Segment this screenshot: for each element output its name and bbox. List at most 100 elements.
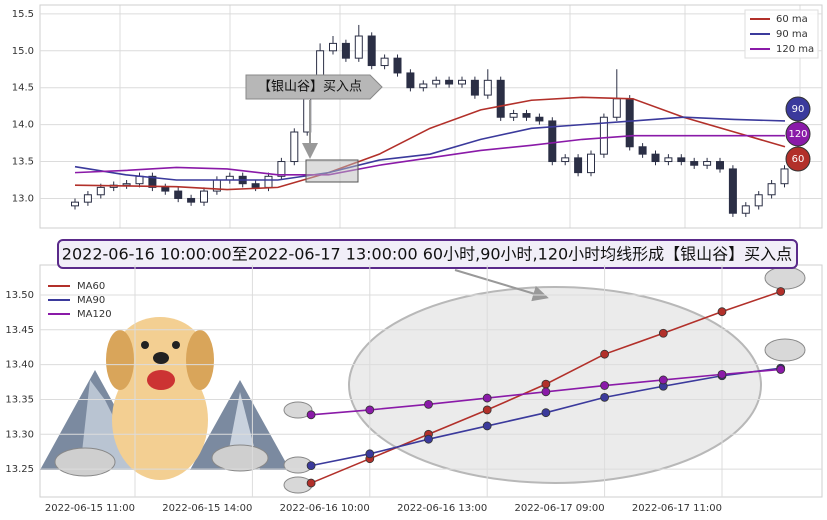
candle-body xyxy=(406,72,415,89)
x-tick-label: 2022-06-15 14:00 xyxy=(162,503,252,514)
y-tick-label: 14.5 xyxy=(12,83,34,94)
legend-label: MA60 xyxy=(77,281,105,292)
candle-body xyxy=(625,98,634,148)
candle-body xyxy=(200,190,208,203)
y-tick-label: 13.35 xyxy=(5,394,34,405)
point xyxy=(600,349,609,359)
point xyxy=(717,369,727,379)
legend-label: 90 ma xyxy=(776,29,808,40)
candle-body xyxy=(780,168,789,185)
y-tick-label: 14.0 xyxy=(12,120,34,131)
candle-body xyxy=(264,175,273,188)
candle-body xyxy=(458,79,466,85)
candle-body xyxy=(96,186,105,196)
end-badge-label: 90 xyxy=(792,104,805,115)
y-tick-label: 13.5 xyxy=(12,157,34,168)
point xyxy=(482,421,492,431)
y-tick-label: 13.50 xyxy=(5,290,34,301)
candle-body xyxy=(677,157,686,163)
ma-line xyxy=(74,96,786,191)
candle-body xyxy=(703,161,712,166)
candle-body xyxy=(587,153,595,174)
candle-body xyxy=(535,116,544,122)
point xyxy=(717,307,727,317)
end-badge-label: 60 xyxy=(792,154,805,165)
candle-body xyxy=(251,183,260,188)
point xyxy=(658,375,668,385)
candle-body xyxy=(690,161,699,166)
candle-body xyxy=(612,98,621,118)
candle-body xyxy=(445,79,454,85)
point xyxy=(482,393,492,403)
x-tick-label: 2022-06-17 11:00 xyxy=(632,503,722,514)
decor-dog xyxy=(106,317,214,480)
candle-body xyxy=(651,153,660,163)
point xyxy=(306,410,316,420)
end-badge xyxy=(785,96,811,122)
annotation-text: 【银山谷】买入点 xyxy=(258,80,362,95)
candle-body xyxy=(574,157,583,174)
y-tick-label: 15.0 xyxy=(12,46,34,57)
candle-body xyxy=(354,35,363,59)
top-plot-frame xyxy=(39,4,823,229)
x-tick-label: 2022-06-16 13:00 xyxy=(397,503,487,514)
legend: MA60 MA90 MA120 xyxy=(48,281,112,320)
point xyxy=(306,461,316,471)
candle-body xyxy=(148,175,157,188)
y-tick-label: 13.0 xyxy=(12,193,34,204)
point xyxy=(365,405,375,415)
point xyxy=(541,408,551,418)
candle-body xyxy=(548,120,557,163)
candle-body xyxy=(728,168,737,214)
candle-body xyxy=(367,35,376,67)
end-badge xyxy=(785,146,811,172)
legend: 60 ma 90 ma 120 ma xyxy=(744,9,819,59)
legend-label: 120 ma xyxy=(776,44,814,55)
candle-body xyxy=(135,175,144,185)
point xyxy=(482,405,492,415)
candle-body xyxy=(432,79,441,85)
pointer-arrow xyxy=(454,269,549,302)
top-vertical-grid xyxy=(119,5,801,228)
ma-line xyxy=(74,116,786,181)
end-badge-label: 120 xyxy=(788,129,807,140)
candle-body xyxy=(83,194,92,203)
candle-body xyxy=(664,157,673,163)
end-badge xyxy=(785,121,811,147)
point xyxy=(600,392,609,402)
y-tick-label: 13.40 xyxy=(5,360,34,371)
candle-body xyxy=(122,183,131,186)
legend-label: 60 ma xyxy=(776,14,808,25)
candle-body xyxy=(767,183,776,196)
candle-body xyxy=(174,190,183,199)
annotation-region xyxy=(305,159,359,183)
point xyxy=(776,287,786,296)
candle-body xyxy=(522,113,531,118)
candle-body xyxy=(277,161,286,177)
y-tick-label: 13.30 xyxy=(5,429,34,440)
candle-body xyxy=(393,57,402,74)
y-tick-label: 13.45 xyxy=(5,325,34,336)
point xyxy=(541,387,551,397)
candle-body xyxy=(329,42,337,52)
candle-body xyxy=(483,79,492,96)
ma-line xyxy=(74,134,785,176)
candle-body xyxy=(716,161,724,170)
banner-box xyxy=(57,239,798,269)
point xyxy=(541,379,551,389)
candle-body xyxy=(470,79,479,96)
candle-body xyxy=(161,186,170,192)
candle-body xyxy=(509,113,518,118)
candle-body xyxy=(599,116,608,155)
point xyxy=(600,381,609,390)
candle-body xyxy=(741,205,750,214)
legend-label: MA120 xyxy=(77,309,112,320)
y-tick-label: 15.5 xyxy=(12,9,34,20)
x-tick-label: 2022-06-16 10:00 xyxy=(280,503,370,514)
legend-label: MA90 xyxy=(77,295,105,306)
candle-body xyxy=(496,79,505,118)
point xyxy=(658,328,668,338)
candle-body xyxy=(290,131,299,163)
point xyxy=(306,478,316,488)
